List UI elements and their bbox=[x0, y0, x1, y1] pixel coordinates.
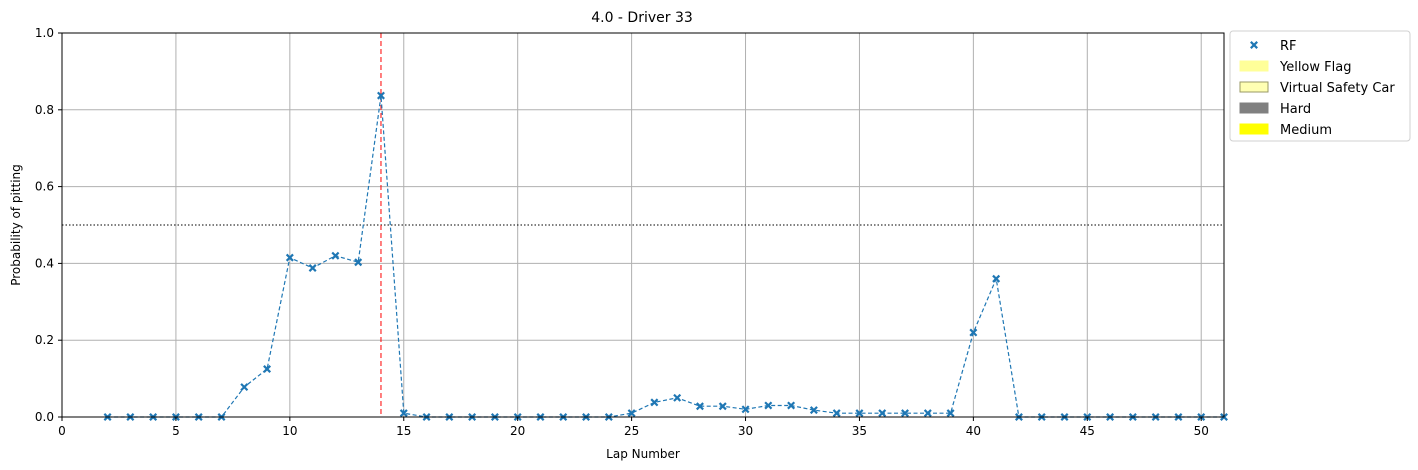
data-point bbox=[855, 409, 864, 418]
y-tick-label: 0.6 bbox=[35, 180, 54, 194]
data-point bbox=[377, 91, 385, 100]
y-tick-label: 0.4 bbox=[35, 256, 54, 270]
x-tick-label: 5 bbox=[172, 424, 180, 438]
x-tick-label: 10 bbox=[282, 424, 297, 438]
series-line bbox=[107, 95, 1224, 418]
data-point bbox=[741, 405, 750, 414]
x-tick-label: 25 bbox=[624, 424, 639, 438]
data-point bbox=[764, 401, 773, 410]
legend-swatch bbox=[1239, 81, 1269, 93]
y-tick-label: 0.0 bbox=[35, 410, 54, 424]
x-tick-label: 40 bbox=[966, 424, 981, 438]
data-point bbox=[832, 409, 841, 418]
x-axis: 0 5 10 15 20 25 30 35 40 45 50 bbox=[58, 417, 1209, 438]
data-point bbox=[331, 251, 340, 260]
x-tick-label: 45 bbox=[1080, 424, 1095, 438]
data-point bbox=[901, 409, 909, 418]
data-point bbox=[718, 402, 727, 411]
legend-label: RF bbox=[1280, 39, 1297, 54]
data-point bbox=[969, 328, 978, 337]
y-tick-label: 1.0 bbox=[35, 26, 54, 40]
data-point bbox=[673, 393, 682, 402]
legend-swatch bbox=[1239, 123, 1269, 135]
data-point bbox=[354, 258, 363, 267]
legend-label: Medium bbox=[1280, 123, 1332, 138]
x-axis-label: Lap Number bbox=[606, 447, 680, 461]
data-point bbox=[285, 253, 294, 262]
data-point bbox=[878, 409, 887, 418]
data-point bbox=[308, 264, 317, 272]
data-point bbox=[240, 383, 249, 392]
data-point bbox=[787, 401, 796, 410]
x-tick-label: 35 bbox=[852, 424, 867, 438]
data-point bbox=[695, 402, 704, 411]
data-point bbox=[992, 274, 1001, 283]
data-point bbox=[263, 365, 272, 373]
y-tick-label: 0.2 bbox=[35, 333, 54, 347]
legend-swatch bbox=[1239, 60, 1269, 72]
data-point bbox=[399, 409, 408, 418]
y-axis-label: Probability of pitting bbox=[9, 164, 23, 286]
data-point bbox=[809, 406, 818, 415]
legend-marker bbox=[1250, 41, 1258, 49]
data-point bbox=[923, 409, 932, 418]
data-point bbox=[627, 409, 636, 418]
x-tick-label: 15 bbox=[396, 424, 411, 438]
legend-label: Hard bbox=[1280, 102, 1311, 117]
x-tick-label: 0 bbox=[58, 424, 66, 438]
chart-title: 4.0 - Driver 33 bbox=[591, 10, 693, 26]
x-tick-label: 50 bbox=[1194, 424, 1209, 438]
x-tick-label: 30 bbox=[738, 424, 753, 438]
data-point bbox=[946, 409, 955, 418]
series-rf bbox=[103, 91, 1228, 421]
y-tick-label: 0.8 bbox=[35, 103, 54, 117]
x-tick-label: 20 bbox=[510, 424, 525, 438]
legend-swatch bbox=[1239, 102, 1269, 114]
plot-frame bbox=[61, 32, 1225, 418]
legend-box bbox=[1229, 30, 1411, 142]
legend: RF Yellow Flag Virtual Safety Car Hard Mediu… bbox=[1229, 30, 1411, 142]
legend-label: Yellow Flag bbox=[1279, 60, 1351, 75]
data-point bbox=[650, 398, 659, 407]
legend-label: Virtual Safety Car bbox=[1280, 81, 1395, 96]
y-axis: 0.0 0.2 0.4 0.6 0.8 1.0 bbox=[35, 26, 62, 424]
